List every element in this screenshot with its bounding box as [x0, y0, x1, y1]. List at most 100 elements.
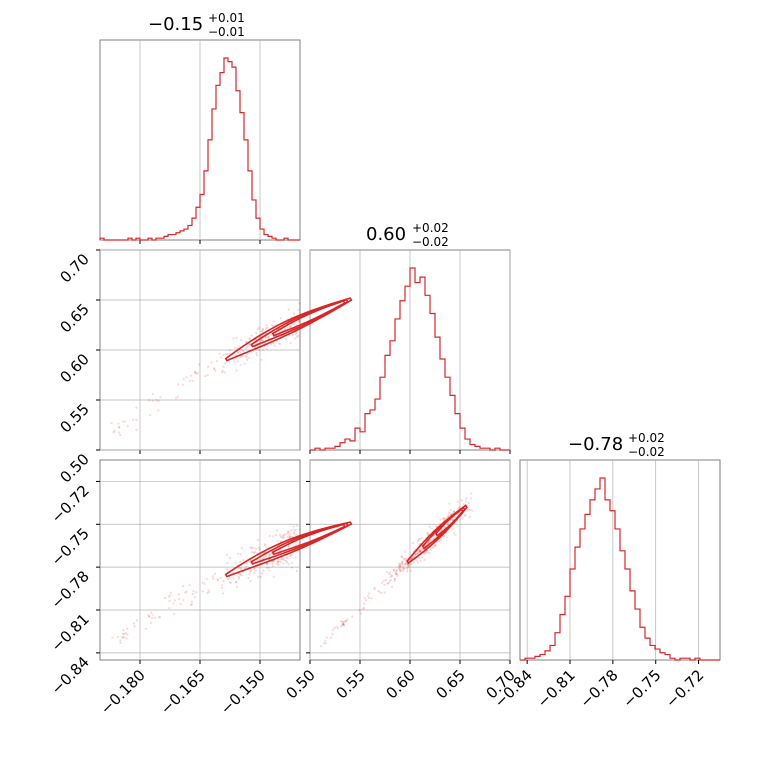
sample-point	[176, 395, 180, 398]
sample-point	[153, 616, 157, 619]
sample-point	[228, 349, 232, 352]
sample-point	[431, 546, 435, 549]
sample-point	[404, 562, 407, 565]
sample-point	[204, 375, 207, 378]
sample-point	[295, 331, 298, 334]
sample-point	[125, 637, 128, 640]
sample-point	[402, 557, 405, 560]
sample-point	[222, 592, 225, 595]
panel-r2-c0	[96, 459, 301, 664]
panel-frame	[519, 459, 721, 661]
sample-point	[397, 565, 400, 569]
sample-point	[267, 555, 271, 558]
sample-point	[191, 593, 194, 596]
param-1-title-minus: −0.02	[412, 235, 449, 249]
y-tick-label-p2: −0.81	[48, 610, 93, 655]
sample-point	[420, 548, 424, 551]
sample-point	[296, 524, 299, 527]
plot-layer: −0.180 −0.165 −0.150 0.50 0.55 0.60 0.65 0.70 −0…	[48, 39, 721, 718]
sample-point	[456, 500, 459, 503]
sample-point	[220, 371, 223, 374]
sample-point	[333, 627, 336, 630]
sample-point	[254, 569, 257, 572]
sample-point	[245, 340, 248, 344]
sample-point	[399, 569, 402, 573]
sample-point	[190, 374, 193, 377]
contour-level-1	[250, 298, 349, 348]
sample-point	[119, 433, 122, 437]
sample-point	[277, 563, 280, 566]
sample-point	[454, 533, 457, 536]
sample-point	[298, 528, 301, 531]
sample-point	[297, 334, 300, 337]
x-tick-label-p2: −0.75	[619, 666, 664, 711]
sample-point	[275, 529, 278, 532]
sample-point	[458, 505, 461, 508]
sample-point	[110, 422, 113, 425]
sample-point	[459, 518, 463, 521]
sample-point	[255, 331, 258, 335]
sample-point	[265, 347, 268, 351]
sample-point	[119, 641, 122, 644]
sample-point	[270, 552, 273, 555]
sample-point	[452, 510, 456, 513]
sample-point	[263, 543, 266, 546]
sample-point	[404, 557, 407, 560]
sample-point	[236, 350, 240, 354]
sample-point	[294, 541, 297, 544]
sample-point	[179, 602, 182, 606]
sample-point	[158, 615, 161, 619]
scatter-panel-0	[110, 297, 353, 437]
scatter-panel-2	[319, 492, 474, 648]
sample-point	[233, 346, 236, 349]
sample-point	[113, 429, 116, 433]
sample-point	[279, 558, 283, 561]
sample-point	[344, 619, 348, 623]
sample-point	[261, 328, 264, 331]
sample-point	[268, 534, 271, 538]
sample-point	[118, 426, 121, 429]
sample-point	[410, 562, 413, 565]
sample-point	[190, 600, 193, 603]
sample-point	[228, 576, 231, 579]
sample-point	[266, 562, 269, 565]
sample-point	[281, 536, 284, 539]
sample-point	[425, 551, 429, 554]
sample-point	[169, 591, 173, 594]
sample-point	[298, 302, 301, 305]
sample-point	[248, 336, 251, 340]
sample-point	[447, 521, 450, 524]
param-0-title-plus: +0.01	[208, 11, 245, 25]
sample-point	[293, 532, 296, 535]
sample-point	[421, 556, 424, 559]
sample-point	[226, 577, 230, 580]
sample-point	[239, 560, 242, 563]
sample-point	[177, 383, 180, 386]
sample-point	[460, 499, 464, 502]
sample-point	[203, 582, 206, 585]
sample-point	[236, 360, 239, 363]
sample-point	[324, 639, 327, 642]
sample-point	[240, 355, 243, 358]
sample-point	[207, 589, 210, 592]
contour-level-0	[224, 521, 353, 578]
sample-point	[168, 607, 171, 610]
sample-point	[387, 582, 390, 585]
sample-point	[235, 586, 238, 589]
sample-point	[398, 562, 401, 565]
sample-point	[324, 641, 327, 645]
sample-point	[359, 612, 363, 615]
sample-point	[167, 595, 171, 598]
sample-point	[287, 531, 290, 534]
sample-point	[442, 517, 446, 520]
sample-point	[399, 569, 402, 573]
sample-point	[294, 528, 297, 531]
sample-point	[414, 553, 418, 556]
sample-point	[290, 562, 293, 565]
sample-point	[467, 502, 470, 505]
contour-level-2	[435, 508, 464, 537]
sample-point	[266, 326, 269, 329]
sample-point	[265, 555, 268, 558]
x-tick-label-p0: −0.165	[157, 666, 209, 718]
sample-point	[182, 378, 185, 381]
